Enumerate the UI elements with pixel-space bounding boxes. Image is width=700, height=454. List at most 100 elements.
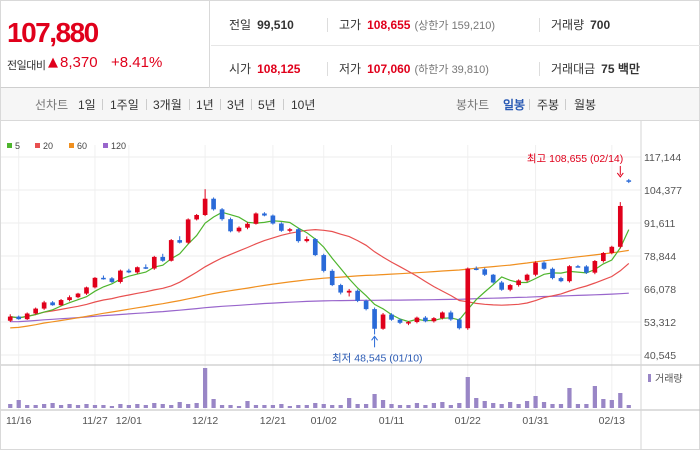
volume-bar xyxy=(321,404,326,408)
x-tick-label: 12/01 xyxy=(116,415,142,427)
candle-body xyxy=(262,213,267,216)
candle-weekly-button[interactable]: 주봉 xyxy=(537,98,560,112)
volume-bar xyxy=(50,403,55,408)
candle-body xyxy=(126,270,132,273)
turnover-value: 75 백만 xyxy=(601,62,640,76)
candle-body xyxy=(279,223,284,231)
turnover-stat: 거래대금 75 백만 xyxy=(551,60,640,77)
prev-close-label: 전일 xyxy=(229,18,252,32)
x-tick-label: 01/11 xyxy=(379,415,405,427)
period-10y-button[interactable]: 10년 xyxy=(291,98,316,112)
candle-body xyxy=(194,215,199,220)
divider xyxy=(220,99,221,110)
candle-body xyxy=(168,240,174,261)
candle-body xyxy=(499,282,504,290)
candle-body xyxy=(558,278,564,282)
legend-label-ma5: 5 xyxy=(15,141,20,151)
candlestick-chart: 5 20 60 120 117,144 104,377 91,611 78,844 66,07… xyxy=(1,121,700,450)
candle-body xyxy=(490,274,496,283)
volume-bar xyxy=(440,402,445,408)
candle-daily-button[interactable]: 일봉 xyxy=(503,98,526,112)
volume-bar xyxy=(219,405,225,408)
candle-body xyxy=(202,198,208,216)
legend-swatch-ma20 xyxy=(35,143,40,148)
period-3y-button[interactable]: 3년 xyxy=(227,98,245,112)
candle-body xyxy=(372,309,377,329)
candle-body xyxy=(456,319,462,329)
candle-body xyxy=(219,209,225,220)
candle-body xyxy=(67,297,72,301)
divider xyxy=(102,99,103,110)
chart-period-bar: 선차트 1일 1주일 3개월 1년 3년 5년 10년 봉차트 일봉 주봉 월봉 xyxy=(0,88,700,121)
volume-bar xyxy=(567,388,572,408)
volume-bar xyxy=(202,368,208,408)
y-tick-label: 40,545 xyxy=(644,350,676,362)
period-5y-button[interactable]: 5년 xyxy=(258,98,276,112)
low-stat: 저가 107,060 (하한가 39,810) xyxy=(339,60,489,77)
candle-body xyxy=(270,215,276,224)
candle-body xyxy=(312,239,318,256)
ma60-line xyxy=(10,249,629,329)
volume-bar xyxy=(42,404,47,408)
volume-bar xyxy=(584,404,589,408)
candle-body xyxy=(584,266,589,273)
candle-body xyxy=(92,277,98,288)
volume-bar xyxy=(118,404,123,408)
x-tick-label: 01/02 xyxy=(311,415,337,427)
prev-close-stat: 전일 99,510 xyxy=(229,16,294,33)
candle-body xyxy=(160,256,166,261)
ma20-line xyxy=(10,228,630,319)
volume-bar xyxy=(330,405,335,408)
period-1y-button[interactable]: 1년 xyxy=(196,98,214,112)
candle-body xyxy=(601,253,606,262)
y-tick-label: 78,844 xyxy=(644,251,676,263)
x-axis: 11/16 11/27 12/01 12/12 12/21 01/02 01/11 01/22… xyxy=(6,415,625,427)
candle-body xyxy=(185,219,191,243)
candle-body xyxy=(245,223,250,228)
candle-body xyxy=(414,317,420,323)
legend-swatch-ma60 xyxy=(69,143,74,148)
price-chart-area: 5 20 60 120 117,144 104,377 91,611 78,844 66,07… xyxy=(0,121,700,450)
period-3m-button[interactable]: 3개월 xyxy=(153,98,182,112)
volume-bar xyxy=(143,405,148,408)
candle-chart-label: 봉차트 xyxy=(456,98,490,112)
lower-limit-value: (하한가 39,810) xyxy=(414,64,489,76)
volume-bar xyxy=(25,405,30,408)
candle-monthly-button[interactable]: 월봉 xyxy=(574,98,597,112)
volume-bar xyxy=(482,401,487,408)
candle-body xyxy=(355,290,360,301)
period-1d-button[interactable]: 1일 xyxy=(78,98,96,112)
volume-bar xyxy=(592,386,597,408)
candle-body xyxy=(75,293,81,298)
y-tick-label: 91,611 xyxy=(644,218,675,230)
volume-bar xyxy=(169,405,174,408)
volume-value: 700 xyxy=(590,18,611,32)
candle-body xyxy=(541,262,547,269)
legend-label-ma20: 20 xyxy=(43,141,53,151)
volume-bar xyxy=(397,405,403,408)
open-value: 108,125 xyxy=(257,62,301,76)
candle-body xyxy=(397,319,403,323)
low-arrow-head xyxy=(371,335,378,341)
candle-body xyxy=(380,314,386,329)
volume-bar xyxy=(550,404,555,408)
period-1w-button[interactable]: 1주일 xyxy=(110,98,139,112)
volume-bar xyxy=(431,403,437,408)
y-tick-label: 53,312 xyxy=(644,317,676,329)
volume-bar xyxy=(626,405,631,408)
candle-body xyxy=(507,285,513,290)
legend-swatch-ma5 xyxy=(7,143,12,148)
volume-label: 거래량 xyxy=(551,18,585,32)
y-tick-label: 117,144 xyxy=(644,152,681,164)
candle-body xyxy=(440,312,445,319)
volume-bar xyxy=(33,405,38,408)
candle-body xyxy=(211,198,216,210)
divider xyxy=(529,99,530,110)
up-arrow-icon: ▲ xyxy=(48,55,58,70)
candle-body xyxy=(448,312,454,320)
candle-body xyxy=(550,268,555,279)
candle-body xyxy=(321,255,327,271)
volume-bar xyxy=(92,405,98,408)
volume-bar xyxy=(160,404,165,408)
